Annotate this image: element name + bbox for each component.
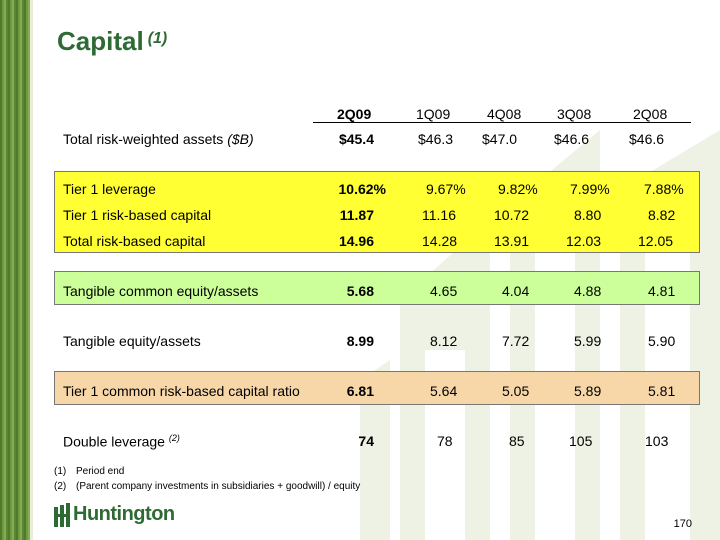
table-cell: 5.05 — [502, 383, 530, 399]
footnote-1: (1) Period end — [54, 466, 125, 477]
table-cell: 14.28 — [422, 233, 458, 249]
table-cell: 8.80 — [574, 207, 602, 223]
row-label-tangible-equity-assets: Tangible equity/assets — [63, 333, 201, 349]
table-cell: 13.91 — [494, 233, 530, 249]
table-cell: 10.62% — [338, 181, 386, 197]
highlight-band-tier1-common — [54, 371, 700, 405]
footnote-2: (2) (Parent company investments in subsid… — [54, 481, 361, 492]
table-cell: 78 — [437, 433, 453, 449]
row-label-total-risk-weighted-assets: Total risk-weighted assets ($B) — [63, 131, 254, 147]
title-footnote-marker: (1) — [147, 30, 168, 47]
table-cell: 8.12 — [430, 333, 458, 349]
table-cell: 5.81 — [648, 383, 676, 399]
column-header-2q09: 2Q09 — [337, 106, 372, 122]
highlight-band-regulatory-ratios — [54, 171, 700, 253]
table-cell: 85 — [509, 433, 525, 449]
table-cell: 4.04 — [502, 283, 530, 299]
logo-wordmark: Huntington — [73, 503, 175, 525]
row-label-tier1-common-risk-based-capital-ratio: Tier 1 common risk-based capital ratio — [63, 383, 300, 399]
table-cell: 7.99% — [570, 181, 610, 197]
table-cell: 8.99 — [346, 333, 374, 349]
table-cell: 10.72 — [494, 207, 530, 223]
decorative-side-stripe — [0, 0, 30, 540]
table-cell: 4.81 — [648, 283, 676, 299]
table-cell: 9.82% — [498, 181, 538, 197]
table-cell: 6.81 — [346, 383, 374, 399]
row-label-tier1-leverage: Tier 1 leverage — [63, 181, 156, 197]
table-cell: $47.0 — [482, 131, 518, 147]
table-cell: 8.82 — [648, 207, 676, 223]
table-cell: 5.89 — [574, 383, 602, 399]
column-header-1q09: 1Q09 — [416, 106, 451, 122]
table-cell: 11.87 — [339, 207, 374, 223]
table-cell: 5.90 — [648, 333, 676, 349]
table-cell: 4.65 — [430, 283, 458, 299]
table-cell: 12.05 — [638, 233, 674, 249]
row-label-total-risk-based-capital: Total risk-based capital — [63, 233, 206, 249]
row-label-tier1-risk-based-capital: Tier 1 risk-based capital — [63, 207, 212, 223]
page-number: 170 — [673, 518, 692, 530]
table-cell: 7.72 — [502, 333, 530, 349]
column-header-4q08: 4Q08 — [487, 106, 522, 122]
table-cell: $46.3 — [418, 131, 454, 147]
table-cell: 105 — [569, 433, 593, 449]
side-divider — [30, 0, 33, 540]
table-cell: 14.96 — [338, 233, 374, 249]
table-cell: 7.88% — [644, 181, 684, 197]
table-cell: $45.4 — [338, 131, 374, 147]
table-cell: $46.6 — [554, 131, 590, 147]
table-cell: $46.6 — [629, 131, 665, 147]
slide-title: Capital (1) — [57, 26, 168, 56]
table-cell: 103 — [645, 433, 669, 449]
table-cell: 5.64 — [430, 383, 458, 399]
header-underline — [313, 122, 691, 123]
huntington-logo-icon — [54, 503, 70, 527]
column-header-2q08: 2Q08 — [633, 106, 668, 122]
table-cell: 9.67% — [426, 181, 466, 197]
table-cell: 12.03 — [566, 233, 602, 249]
table-cell: 74 — [358, 433, 374, 449]
table-cell: 11.16 — [422, 207, 456, 223]
table-cell: 5.68 — [346, 283, 374, 299]
highlight-band-tangible-common-equity — [54, 271, 700, 305]
column-header-3q08: 3Q08 — [557, 106, 592, 122]
table-cell: 5.99 — [574, 333, 602, 349]
row-label-double-leverage: Double leverage (2) — [63, 433, 180, 450]
table-cell: 4.88 — [574, 283, 602, 299]
row-label-tangible-common-equity-assets: Tangible common equity/assets — [63, 283, 259, 299]
